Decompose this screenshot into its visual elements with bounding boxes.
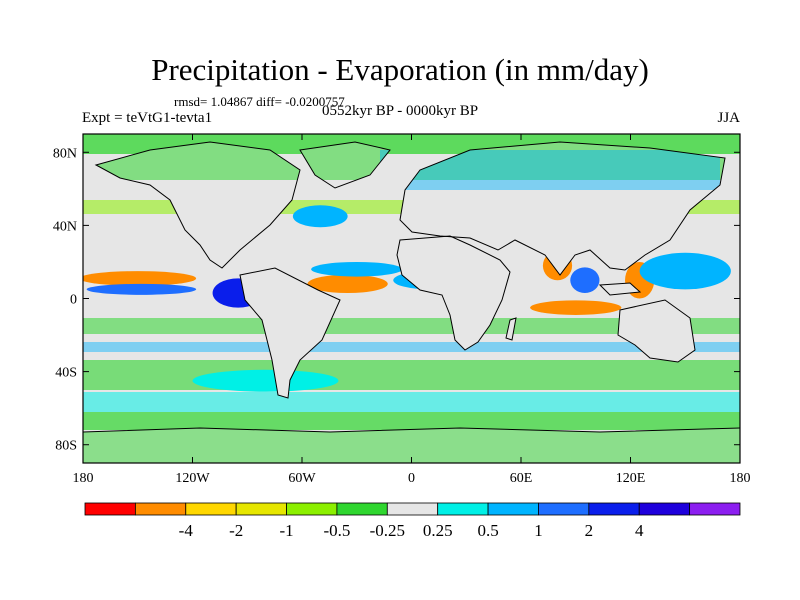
colorbar-label: 4: [635, 521, 644, 540]
colorbar-label: 0.5: [477, 521, 498, 540]
colorbar-swatch: [437, 502, 489, 516]
y-tick-label: 40S: [55, 366, 77, 381]
y-tick-label: 40N: [53, 219, 77, 234]
colorbar: -4 -2 -1 -0.5 -0.25 0.25 0.5 1 2 4: [84, 502, 741, 540]
period-label: 0552kyr BP - 0000kyr BP: [322, 103, 479, 119]
colorbar-label: -0.5: [323, 521, 350, 540]
colorbar-label: -2: [229, 521, 243, 540]
plot-title: Precipitation - Evaporation (in mm/day): [151, 52, 649, 87]
x-tick-label: 180: [73, 471, 94, 486]
colorbar-label: -0.25: [370, 521, 405, 540]
x-tick-label: 60W: [288, 471, 316, 486]
colorbar-swatch: [185, 502, 237, 516]
colorbar-swatch: [336, 502, 388, 516]
colorbar-swatch: [638, 502, 691, 516]
anomaly-tropical-atlantic-wet: [311, 261, 403, 277]
x-tick-label: 0: [408, 471, 415, 486]
colorbar-swatch: [84, 502, 136, 516]
colorbar-swatch: [134, 502, 187, 516]
anomaly-southern-ocean-wet: [192, 369, 339, 392]
x-tick-label: 180: [730, 471, 751, 486]
colorbar-swatch: [286, 502, 338, 516]
experiment-label: Expt = teVtG1-tevta1: [82, 110, 213, 126]
y-tick-label: 0: [70, 293, 77, 308]
stats-label: rmsd= 1.04867 diff= -0.0200757: [174, 94, 345, 109]
x-tick-label: 120E: [616, 471, 646, 486]
colorbar-label: 0.25: [423, 521, 453, 540]
anomaly-east-pacific-itcz-dry: [83, 271, 197, 286]
colorbar-label: 1: [534, 521, 543, 540]
x-axis: 180 120W 60W 0 60E 120E 180: [73, 134, 751, 486]
colorbar-swatch: [487, 502, 539, 516]
y-axis: 80N 40N 0 40S 80S: [53, 146, 740, 454]
anomaly-bay-of-bengal-wet: [570, 267, 600, 294]
y-tick-label: 80N: [53, 146, 77, 161]
colorbar-swatch: [386, 502, 439, 516]
coastlines: [82, 141, 741, 433]
colorbar-swatch: [588, 502, 640, 516]
colorbar-label: 2: [585, 521, 594, 540]
anomaly-east-pacific-itcz-wet: [86, 283, 197, 295]
colorbar-swatch: [235, 502, 287, 516]
y-tick-label: 80S: [55, 439, 77, 454]
anomaly-west-pacific-wet: [639, 252, 731, 290]
anomaly-north-atlantic-wet: [292, 205, 348, 228]
anomaly-tropical-atlantic-dry: [307, 274, 388, 294]
anomaly-indian-ocean-dry: [530, 300, 622, 315]
x-tick-label: 60E: [510, 471, 533, 486]
x-tick-label: 120W: [175, 471, 210, 486]
colorbar-label: -1: [279, 521, 293, 540]
colorbar-swatch: [689, 502, 741, 516]
season-label: JJA: [717, 110, 740, 126]
colorbar-label: -4: [179, 521, 194, 540]
colorbar-swatch: [538, 502, 590, 516]
